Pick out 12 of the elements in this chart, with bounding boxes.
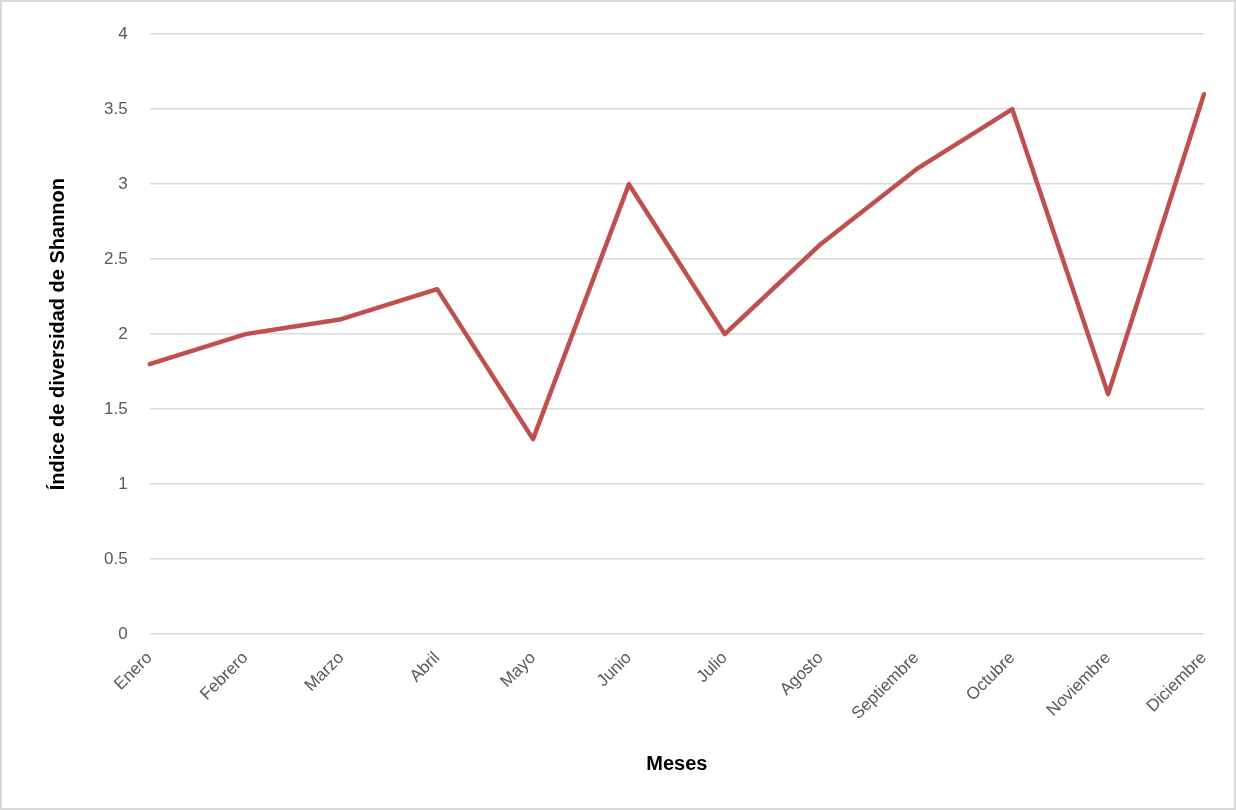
x-axis-title: Meses — [646, 751, 708, 774]
y-tick-label: 2 — [118, 323, 128, 343]
y-axis-title: Índice de diversidad de Shannon — [45, 178, 68, 491]
y-tick-label: 0.5 — [103, 548, 128, 568]
x-tick-label: Julio — [692, 648, 731, 687]
y-tick-label: 3 — [118, 173, 128, 193]
y-tick-label: 1.5 — [103, 398, 128, 418]
y-tick-label: 1 — [118, 473, 128, 493]
y-tick-label: 2.5 — [103, 248, 128, 268]
y-tick-label: 4 — [118, 23, 128, 43]
y-tick-label: 0 — [118, 623, 128, 643]
y-tick-label: 3.5 — [103, 98, 128, 118]
